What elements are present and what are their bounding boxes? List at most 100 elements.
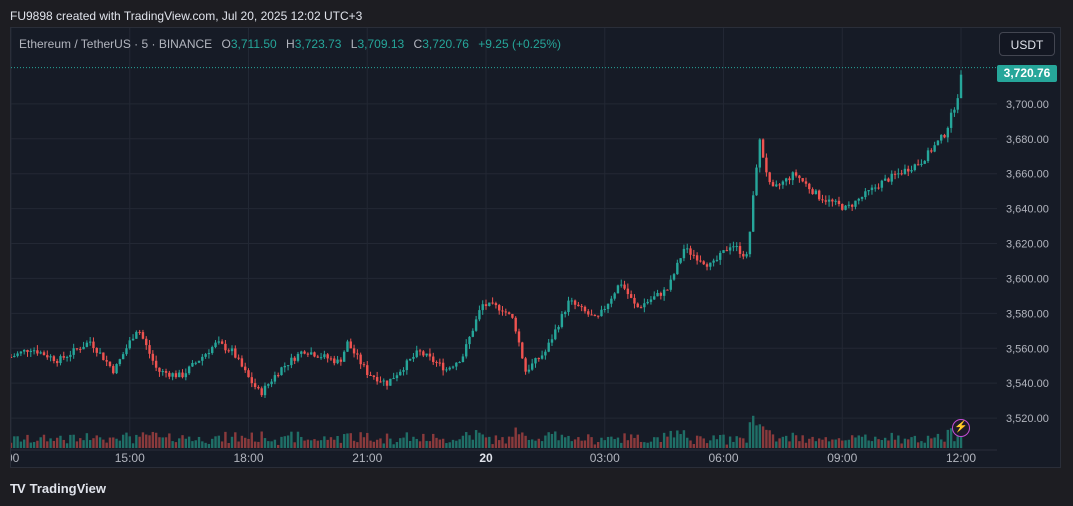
candle-body bbox=[69, 354, 72, 357]
candle-body bbox=[85, 342, 89, 347]
tradingview-logo-icon: TV bbox=[10, 481, 26, 496]
candlestick-chart[interactable]: 3,520.00 3,540.00 3,560.00 3,580.00 3,600.00… bbox=[11, 28, 1061, 468]
volume-bar bbox=[633, 437, 636, 448]
volume-bar bbox=[890, 432, 893, 448]
volume-bar bbox=[349, 433, 352, 448]
volume-bar bbox=[319, 440, 323, 448]
volume-bar bbox=[870, 441, 874, 448]
candle-body bbox=[207, 352, 211, 355]
volume-bar bbox=[346, 433, 349, 448]
candle-body bbox=[62, 356, 65, 358]
volume-bar bbox=[425, 440, 428, 448]
candle-body bbox=[735, 246, 738, 248]
volume-bar bbox=[801, 435, 804, 448]
candle-body bbox=[372, 375, 376, 378]
volume-bar bbox=[752, 415, 755, 448]
candle-body bbox=[636, 303, 639, 308]
price-tick-label: 3,560.00 bbox=[1006, 343, 1049, 355]
candle-body bbox=[26, 349, 29, 352]
candle-body bbox=[626, 288, 630, 295]
candle-body bbox=[247, 370, 250, 378]
volume-bar bbox=[930, 438, 933, 448]
candle-body bbox=[333, 358, 336, 364]
volume-bar bbox=[356, 442, 359, 448]
candle-body bbox=[39, 352, 42, 354]
volume-bar bbox=[689, 440, 692, 448]
volume-bar bbox=[498, 440, 501, 448]
price-tick-label: 3,520.00 bbox=[1006, 413, 1049, 425]
volume-bar bbox=[250, 432, 254, 448]
candle-body bbox=[550, 339, 554, 343]
volume-bar bbox=[692, 443, 696, 448]
candle-body bbox=[692, 254, 696, 256]
candle-body bbox=[758, 139, 762, 168]
volume-bar bbox=[247, 438, 250, 448]
candle-body bbox=[461, 356, 465, 363]
volume-bar bbox=[13, 436, 16, 448]
candle-body bbox=[831, 199, 834, 202]
candle-body bbox=[821, 199, 824, 201]
volume-bar bbox=[402, 437, 405, 448]
volume-bar bbox=[112, 437, 115, 448]
volume-bar bbox=[316, 440, 319, 448]
tradingview-brand[interactable]: TV TradingView bbox=[10, 481, 106, 496]
volume-bar bbox=[949, 428, 953, 448]
volume-bar bbox=[616, 437, 620, 448]
candle-body bbox=[709, 262, 712, 267]
symbol-legend[interactable]: Ethereum / TetherUS · 5 · BINANCE O3,711… bbox=[19, 37, 561, 51]
volume-bar bbox=[745, 442, 748, 448]
chart-panel[interactable]: 3,520.00 3,540.00 3,560.00 3,580.00 3,600.00… bbox=[10, 27, 1061, 468]
volume-bar bbox=[88, 440, 92, 448]
volume-bar bbox=[507, 436, 511, 448]
legend-high-value: 3,723.73 bbox=[294, 37, 342, 51]
candle-body bbox=[643, 303, 646, 308]
candle-body bbox=[395, 375, 399, 379]
candle-body bbox=[712, 260, 715, 263]
candle-body bbox=[42, 352, 46, 356]
time-tick-label: :00 bbox=[11, 451, 20, 465]
volume-bar bbox=[850, 435, 854, 448]
candle-body bbox=[639, 307, 643, 309]
volume-bar bbox=[712, 435, 715, 448]
volume-bar bbox=[550, 433, 554, 448]
candle-body bbox=[112, 366, 115, 374]
volume-bar bbox=[794, 435, 798, 448]
volume-bar bbox=[187, 436, 191, 448]
time-tick-label: 12:00 bbox=[946, 451, 976, 465]
time-tick-label: 18:00 bbox=[233, 451, 263, 465]
candle-body bbox=[468, 336, 471, 345]
volume-bar bbox=[108, 437, 112, 448]
candle-body bbox=[494, 303, 498, 306]
candle-body bbox=[811, 189, 814, 195]
candle-body bbox=[570, 300, 573, 302]
volume-bar bbox=[171, 441, 174, 448]
volume-bar bbox=[435, 437, 438, 448]
candle-body bbox=[316, 356, 319, 358]
legend-low-label: L bbox=[350, 37, 358, 51]
volume-bar bbox=[530, 439, 534, 448]
volume-bar bbox=[778, 438, 781, 448]
candle-body bbox=[682, 248, 686, 259]
volume-bar bbox=[798, 441, 801, 448]
volume-bar bbox=[178, 438, 181, 448]
volume-bar bbox=[141, 432, 145, 448]
candle-body bbox=[560, 314, 564, 327]
candle-body bbox=[583, 306, 587, 312]
volume-bar bbox=[174, 442, 178, 448]
volume-bar bbox=[775, 441, 778, 448]
candle-body bbox=[399, 371, 402, 376]
volume-bar bbox=[761, 426, 765, 448]
candle-body bbox=[563, 312, 567, 315]
lightning-icon[interactable]: ⚡ bbox=[952, 419, 970, 437]
candle-body bbox=[174, 373, 178, 378]
volume-bar bbox=[570, 441, 573, 448]
volume-bar bbox=[290, 431, 293, 448]
price-tick-label: 3,660.00 bbox=[1006, 169, 1049, 181]
candle-body bbox=[511, 313, 514, 318]
candle-body bbox=[633, 297, 636, 304]
volume-bar bbox=[583, 440, 587, 448]
candle-body bbox=[441, 362, 445, 371]
volume-bar bbox=[211, 438, 214, 448]
currency-button[interactable]: USDT bbox=[999, 32, 1055, 56]
candle-body bbox=[949, 112, 953, 128]
